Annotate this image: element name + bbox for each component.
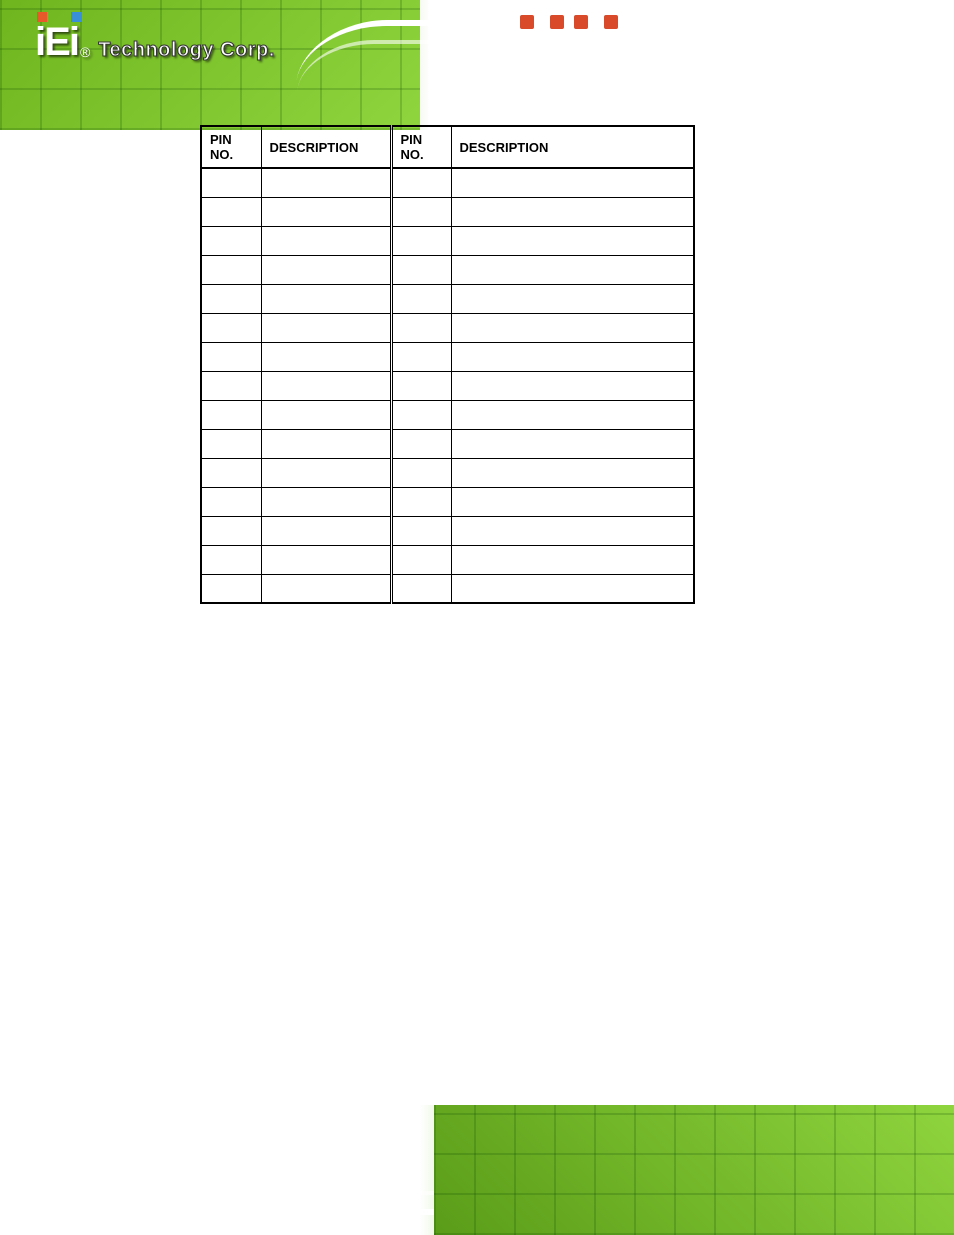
cell-pin-a: [201, 545, 261, 574]
banner-decor-dots: [520, 15, 588, 29]
table-header-row: PIN NO. DESCRIPTION PIN NO. DESCRIPTION: [201, 126, 694, 168]
table-row: [201, 458, 694, 487]
table-row: [201, 574, 694, 603]
table-row: [201, 313, 694, 342]
table-row: [201, 371, 694, 400]
cell-desc-b: [451, 516, 694, 545]
table-row: [201, 226, 694, 255]
cell-pin-a: [201, 197, 261, 226]
cell-pin-b: [391, 313, 451, 342]
cell-pin-a: [201, 313, 261, 342]
cell-desc-b: [451, 168, 694, 197]
cell-desc-a: [261, 487, 391, 516]
banner-swoosh-2: [296, 40, 954, 100]
col-header-desc-b: DESCRIPTION: [451, 126, 694, 168]
table-row: [201, 197, 694, 226]
cell-desc-a: [261, 400, 391, 429]
table-row: [201, 342, 694, 371]
table-row: [201, 545, 694, 574]
cell-desc-a: [261, 371, 391, 400]
col-header-desc-a: DESCRIPTION: [261, 126, 391, 168]
cell-desc-b: [451, 400, 694, 429]
cell-pin-b: [391, 168, 451, 197]
cell-desc-a: [261, 197, 391, 226]
cell-pin-a: [201, 255, 261, 284]
cell-desc-a: [261, 342, 391, 371]
cell-desc-b: [451, 197, 694, 226]
cell-desc-b: [451, 458, 694, 487]
cell-desc-b: [451, 284, 694, 313]
cell-pin-a: [201, 487, 261, 516]
cell-pin-a: [201, 400, 261, 429]
cell-pin-b: [391, 371, 451, 400]
cell-pin-a: [201, 574, 261, 603]
cell-desc-b: [451, 255, 694, 284]
cell-pin-b: [391, 284, 451, 313]
cell-pin-a: [201, 516, 261, 545]
cell-pin-b: [391, 516, 451, 545]
cell-pin-a: [201, 168, 261, 197]
cell-pin-a: [201, 458, 261, 487]
cell-desc-b: [451, 487, 694, 516]
cell-desc-a: [261, 226, 391, 255]
cell-pin-b: [391, 487, 451, 516]
logo-registered: ®: [80, 44, 90, 62]
cell-pin-b: [391, 429, 451, 458]
cell-pin-b: [391, 545, 451, 574]
cell-desc-b: [451, 226, 694, 255]
cell-desc-a: [261, 516, 391, 545]
cell-desc-b: [451, 313, 694, 342]
logo-tagline: Technology Corp.: [98, 39, 275, 62]
cell-desc-a: [261, 458, 391, 487]
cell-pin-b: [391, 197, 451, 226]
cell-pin-b: [391, 255, 451, 284]
cell-desc-b: [451, 429, 694, 458]
cell-desc-a: [261, 545, 391, 574]
cell-desc-b: [451, 545, 694, 574]
bottom-banner: [0, 1105, 954, 1235]
table-row: [201, 487, 694, 516]
col-header-pin-a: PIN NO.: [201, 126, 261, 168]
cell-desc-b: [451, 342, 694, 371]
cell-desc-a: [261, 313, 391, 342]
table-row: [201, 168, 694, 197]
cell-pin-b: [391, 458, 451, 487]
cell-desc-b: [451, 371, 694, 400]
cell-desc-a: [261, 284, 391, 313]
col-header-pin-b: PIN NO.: [391, 126, 451, 168]
table-row: [201, 284, 694, 313]
cell-desc-a: [261, 574, 391, 603]
logo-mark: iEi: [35, 22, 78, 62]
table-row: [201, 255, 694, 284]
cell-desc-b: [451, 574, 694, 603]
cell-pin-a: [201, 429, 261, 458]
cell-pin-a: [201, 342, 261, 371]
cell-pin-b: [391, 400, 451, 429]
pinout-table-container: PIN NO. DESCRIPTION PIN NO. DESCRIPTION: [200, 125, 695, 604]
cell-pin-b: [391, 342, 451, 371]
cell-desc-a: [261, 255, 391, 284]
banner-swoosh-2: [0, 1135, 698, 1195]
pinout-table: PIN NO. DESCRIPTION PIN NO. DESCRIPTION: [200, 125, 695, 604]
cell-pin-a: [201, 226, 261, 255]
brand-logo: iEi ® Technology Corp.: [35, 22, 275, 62]
cell-pin-a: [201, 371, 261, 400]
table-row: [201, 400, 694, 429]
cell-pin-b: [391, 226, 451, 255]
top-banner: iEi ® Technology Corp.: [0, 0, 954, 130]
cell-pin-b: [391, 574, 451, 603]
cell-desc-a: [261, 429, 391, 458]
table-row: [201, 429, 694, 458]
table-row: [201, 516, 694, 545]
cell-pin-a: [201, 284, 261, 313]
cell-desc-a: [261, 168, 391, 197]
banner-decor-dots: [682, 1189, 874, 1205]
